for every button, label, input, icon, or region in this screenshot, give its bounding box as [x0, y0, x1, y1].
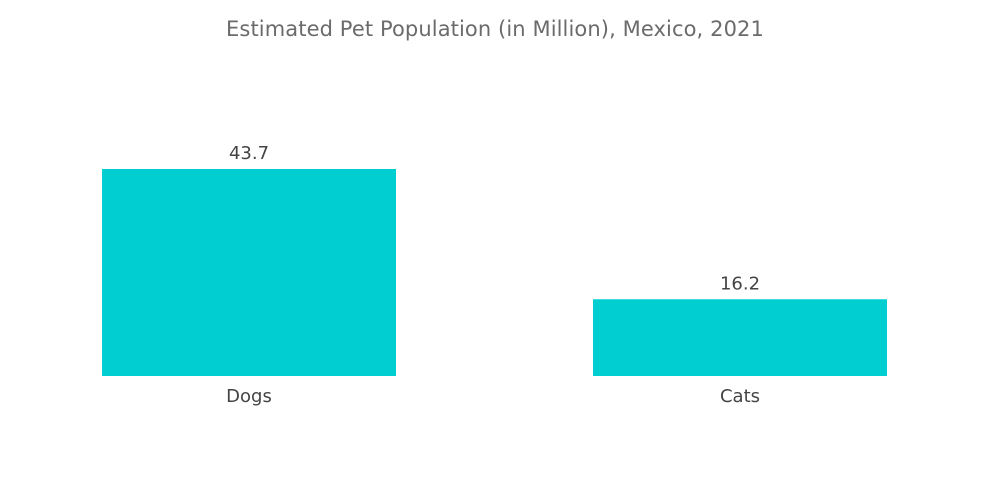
- bars-group: [102, 169, 887, 376]
- category-label-cats: Cats: [720, 386, 760, 407]
- value-labels-group: 43.7 16.2: [229, 143, 760, 294]
- data-label-dogs: 43.7: [229, 143, 269, 164]
- category-labels-group: Dogs Cats: [226, 386, 760, 407]
- chart-title: Estimated Pet Population (in Million), M…: [226, 17, 764, 41]
- bar-cats: [593, 299, 887, 376]
- category-label-dogs: Dogs: [226, 386, 272, 407]
- data-label-cats: 16.2: [720, 273, 760, 294]
- bar-dogs: [102, 169, 396, 376]
